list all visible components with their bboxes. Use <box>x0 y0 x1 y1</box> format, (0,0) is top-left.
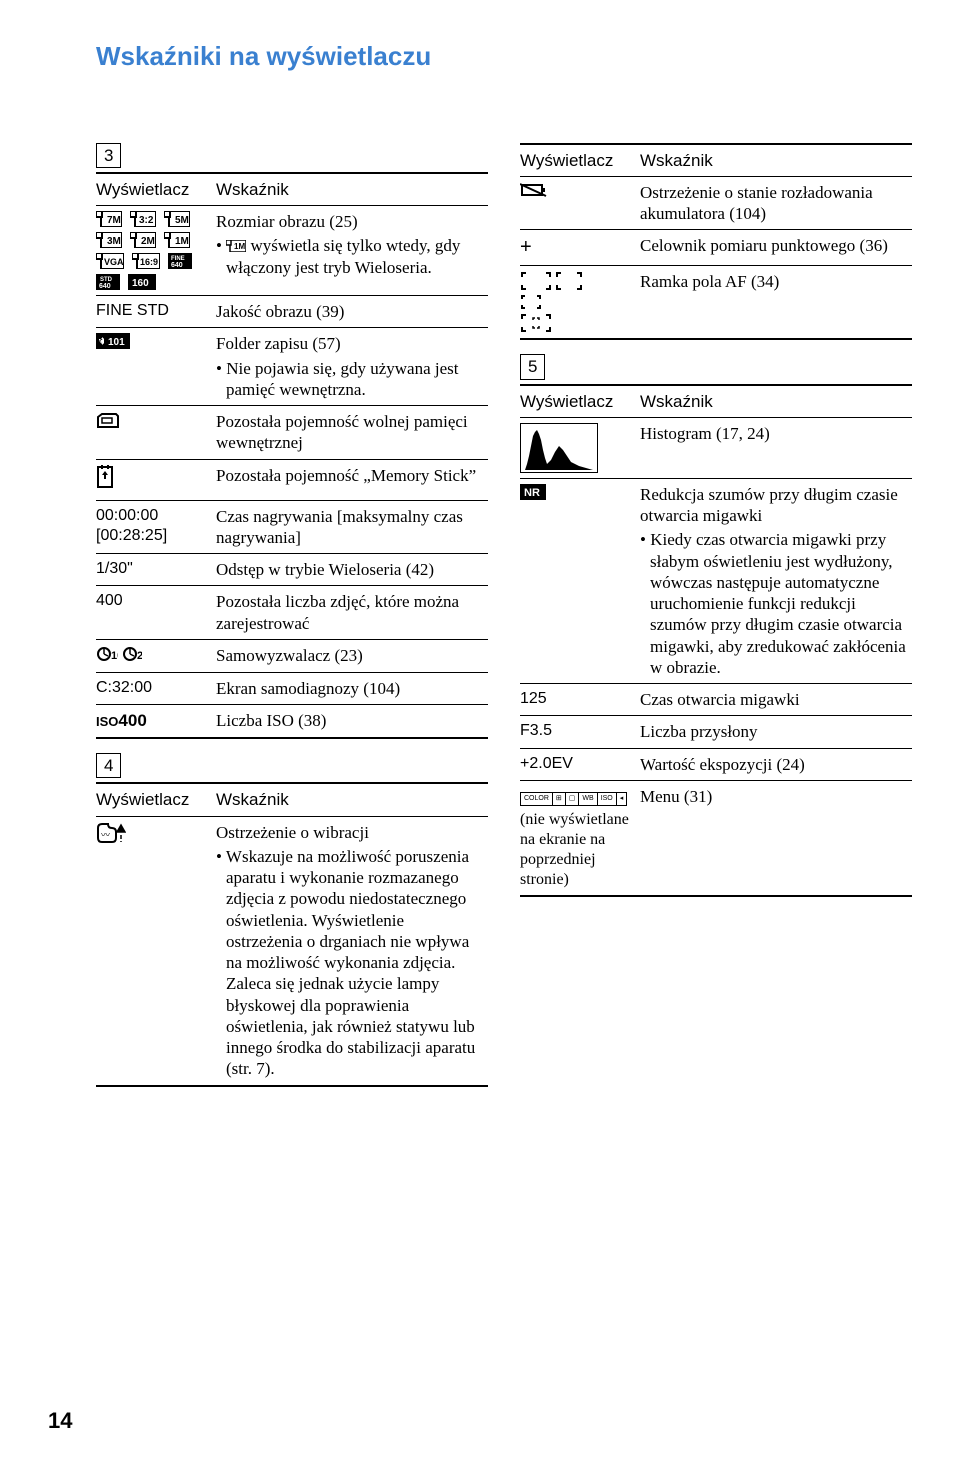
internal-memory-icon <box>96 406 216 460</box>
ev-desc: Wartość ekspozycji (24) <box>640 748 912 780</box>
page-number: 14 <box>48 1407 72 1435</box>
rec-time: 00:00:00 [00:28:25] <box>96 500 216 554</box>
af-frames-desc: Ramka pola AF (34) <box>640 266 912 340</box>
section-label-5: 5 <box>520 354 545 379</box>
interval-desc: Odstęp w trybie Wieloseria (42) <box>216 554 488 586</box>
col-indicator: Wskaźnik <box>640 385 912 418</box>
selftimer-icon: 10 2 <box>96 639 216 672</box>
svg-text:3M: 3M <box>107 236 121 247</box>
table-3: Wyświetlacz Wskaźnik 7M 3:2 5M 3M 2M 1M … <box>96 172 488 739</box>
svg-text:NR: NR <box>524 487 540 499</box>
table-4: Wyświetlacz Wskaźnik 〰 Ostrzeżenie o wib… <box>96 782 488 1086</box>
table-4-cont: Wyświetlacz Wskaźnik Ostrzeżenie o stani… <box>520 143 912 341</box>
shots-left: 400 <box>96 586 216 640</box>
rec-time-desc: Czas nagrywania [maksymalny czas nagrywa… <box>216 500 488 554</box>
svg-text:〰: 〰 <box>101 830 110 840</box>
svg-text:5M: 5M <box>175 215 189 226</box>
svg-text:640: 640 <box>99 283 111 290</box>
svg-text:16:9: 16:9 <box>140 257 158 267</box>
svg-text:3:2: 3:2 <box>139 215 154 226</box>
right-column: Wyświetlacz Wskaźnik Ostrzeżenie o stani… <box>520 143 912 1101</box>
memory-stick-desc: Pozostała pojemność „Memory Stick” <box>216 459 488 500</box>
col-display: Wyświetlacz <box>96 783 216 816</box>
selfdiag-desc: Ekran samodiagnozy (104) <box>216 672 488 704</box>
shots-left-desc: Pozostała liczba zdjęć, które można zare… <box>216 586 488 640</box>
image-size-icons: 7M 3:2 5M 3M 2M 1M VGA 16:9 FINE640 STD6… <box>96 206 216 296</box>
page-title: Wskaźniki na wyświetlaczu <box>96 40 912 73</box>
vibration-desc: Ostrzeżenie o wibracji Wskazuje na możli… <box>216 816 488 1086</box>
memory-stick-icon <box>96 459 216 500</box>
selftimer-desc: Samowyzwalacz (23) <box>216 639 488 672</box>
folder-desc: Folder zapisu (57) Nie pojawia się, gdy … <box>216 328 488 406</box>
col-display: Wyświetlacz <box>96 173 216 206</box>
svg-text:7M: 7M <box>107 215 121 226</box>
svg-text:2M: 2M <box>141 236 155 247</box>
shutter-desc: Czas otwarcia migawki <box>640 684 912 716</box>
iso-icon: ISO400 <box>96 705 216 739</box>
folder-icon: 101 <box>96 328 216 406</box>
svg-text:2: 2 <box>137 650 142 661</box>
battery-warn-desc: Ostrzeżenie o stanie rozładowania akumul… <box>640 176 912 230</box>
aperture-desc: Liczba przysłony <box>640 716 912 748</box>
svg-text:10: 10 <box>111 650 118 661</box>
shutter: 125 <box>520 684 640 716</box>
ev: +2.0EV <box>520 748 640 780</box>
image-size-desc: Rozmiar obrazu (25) 1M wyświetla się tyl… <box>216 206 488 296</box>
spot-meter: + <box>520 230 640 266</box>
spot-meter-desc: Celownik pomiaru punktowego (36) <box>640 230 912 266</box>
aperture: F3.5 <box>520 716 640 748</box>
svg-text:101: 101 <box>108 337 125 348</box>
vibration-icon: 〰 <box>96 816 216 1086</box>
svg-text:1M: 1M <box>234 242 245 251</box>
nr-desc: Redukcja szumów przy długim czasie otwar… <box>640 478 912 683</box>
battery-warn-icon <box>520 176 640 230</box>
col-indicator: Wskaźnik <box>216 783 488 816</box>
menu-desc: Menu (31) <box>640 780 912 896</box>
col-display: Wyświetlacz <box>520 385 640 418</box>
interval: 1/30" <box>96 554 216 586</box>
svg-text:640: 640 <box>171 262 183 269</box>
col-indicator: Wskaźnik <box>216 173 488 206</box>
columns: 3 Wyświetlacz Wskaźnik 7M 3:2 5M 3M 2M 1… <box>96 143 912 1101</box>
left-column: 3 Wyświetlacz Wskaźnik 7M 3:2 5M 3M 2M 1… <box>96 143 488 1101</box>
svg-text:1M: 1M <box>175 236 189 247</box>
svg-text:160: 160 <box>132 278 149 289</box>
section-label-4: 4 <box>96 753 121 778</box>
table-5: Wyświetlacz Wskaźnik Histogram (17, 24) … <box>520 384 912 897</box>
section-label-3: 3 <box>96 143 121 168</box>
histogram-desc: Histogram (17, 24) <box>640 417 912 478</box>
internal-memory-desc: Pozostała pojemność wolnej pamięci wewnę… <box>216 406 488 460</box>
af-frames-icon <box>520 266 640 340</box>
iso-desc: Liczba ISO (38) <box>216 705 488 739</box>
histogram-icon <box>520 417 640 478</box>
menu-icon: COLOR⊞▢WBISO◂ (nie wyświetlane na ekrani… <box>520 780 640 896</box>
quality-label: FINE STD <box>96 296 216 328</box>
nr-icon: NR <box>520 478 640 683</box>
selfdiag: C:32:00 <box>96 672 216 704</box>
col-display: Wyświetlacz <box>520 144 640 177</box>
col-indicator: Wskaźnik <box>640 144 912 177</box>
svg-text:VGA: VGA <box>104 257 124 267</box>
quality-desc: Jakość obrazu (39) <box>216 296 488 328</box>
